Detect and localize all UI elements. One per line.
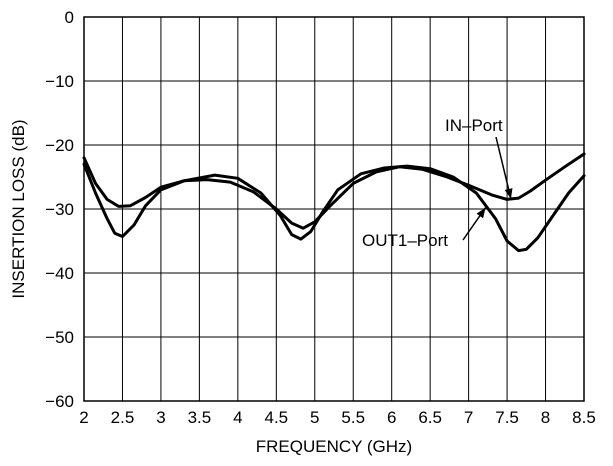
x-tick-label: 8.5: [572, 408, 596, 427]
y-tick-label: −30: [45, 200, 74, 219]
arrowhead-in-port: [504, 188, 513, 199]
y-tick-label: 0: [65, 8, 74, 27]
y-tick-label: −50: [45, 328, 74, 347]
y-tick-label: −20: [45, 136, 74, 155]
x-tick-label: 8: [541, 408, 550, 427]
series-line-in-port: [82, 152, 586, 230]
chart-grid: [83, 16, 585, 402]
series-line-out1-port: [82, 162, 586, 253]
x-tick-label: 2.5: [111, 408, 135, 427]
x-tick-label: 5.5: [341, 408, 365, 427]
arrow-in-port: [495, 136, 512, 199]
x-tick-label: 6: [387, 408, 396, 427]
annotation-out1-port: OUT1–Port: [362, 231, 448, 250]
x-tick-label: 7: [464, 408, 473, 427]
x-tick-label: 4: [233, 408, 242, 427]
x-tick-label: 4.5: [264, 408, 288, 427]
chart-ticks: 2 2.5 3 3.5 4 4.5 5 5.5 6 6.5 7 7.5 8 8.5 0 −10 −20 −30 −4…: [45, 8, 596, 427]
y-tick-label: −10: [45, 72, 74, 91]
chart-annotations: IN–Port OUT1–Port: [362, 116, 513, 250]
x-tick-label: 3: [156, 408, 165, 427]
x-tick-label: 6.5: [418, 408, 442, 427]
arrowhead-out1-port: [476, 207, 486, 219]
chart-series-group: [82, 152, 586, 253]
plot-frame: [83, 16, 585, 402]
x-tick-label: 5: [310, 408, 319, 427]
x-tick-label: 2: [79, 408, 88, 427]
x-tick-label: 3.5: [188, 408, 212, 427]
x-tick-label: 7.5: [495, 408, 519, 427]
x-axis-label: FREQUENCY (GHz): [256, 437, 412, 456]
y-axis-label: INSERTION LOSS (dB): [9, 119, 28, 298]
annotation-in-port: IN–Port: [445, 116, 503, 135]
y-tick-label: −60: [45, 392, 74, 411]
y-tick-label: −40: [45, 264, 74, 283]
